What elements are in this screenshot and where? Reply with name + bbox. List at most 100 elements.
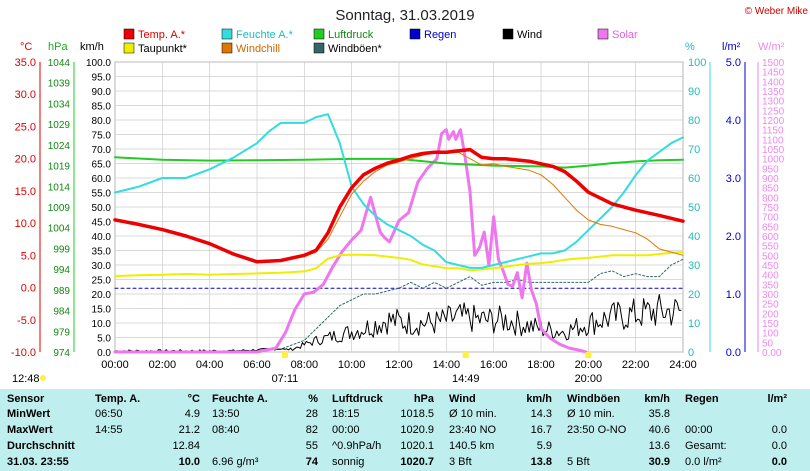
legend-swatch [313, 28, 325, 40]
marker-time: 14:49 [452, 373, 480, 385]
temp-tick: 0.0 [21, 283, 36, 295]
wind-tick: 80.0 [92, 116, 112, 127]
x-tick-label: 10:00 [338, 359, 366, 371]
legend-label: Windböen* [328, 43, 383, 55]
marker-sun-icon [462, 352, 469, 358]
solar-tick: 100 [762, 329, 779, 340]
legend-label: Luftdruck [328, 29, 374, 41]
x-tick-label: 02:00 [149, 359, 177, 371]
legend-swatch [313, 42, 325, 54]
press-tick: 1044 [48, 58, 71, 69]
marker-time: 07:11 [272, 373, 299, 385]
solar-tick: 450 [762, 261, 779, 272]
x-tick-label: 00:00 [101, 359, 129, 371]
solar-tick: 500 [762, 251, 779, 262]
table-cell: Ø 10 min. [567, 408, 615, 420]
temp-tick: 15.0 [15, 186, 36, 198]
col-header-wind: Wind [449, 393, 476, 405]
rain-tick: 4.0 [726, 115, 741, 127]
series-line [114, 251, 684, 277]
table-cell: 13.8 [530, 456, 552, 468]
table-cell: 30.9 [648, 456, 670, 468]
wind-tick: 15.0 [92, 305, 112, 316]
wind-tick: 0.0 [97, 348, 111, 359]
table-cell: 55 [305, 440, 318, 452]
solar-tick: 1050 [762, 145, 785, 156]
hum-tick: 100 [688, 57, 706, 69]
solar-tick: 1450 [762, 68, 785, 79]
solar-tick: 1350 [762, 87, 785, 98]
marker-time: 20:00 [575, 373, 603, 385]
table-cell: 0.0 [771, 440, 787, 452]
table-cell: 5 Bft [567, 456, 590, 468]
solar-tick: 550 [762, 242, 779, 253]
solar-tick: 1000 [762, 155, 785, 166]
solar-tick: 900 [762, 174, 779, 185]
press-tick: 1019 [48, 162, 71, 173]
legend-swatch [123, 28, 135, 40]
press-tick: 994 [53, 265, 70, 276]
rain-tick: 5.0 [726, 57, 741, 69]
solar-tick: 0.00 [762, 348, 782, 359]
temp-tick: -5.0 [17, 315, 36, 327]
table-cell: 23:50 O-NO [567, 424, 627, 436]
table-cell: 0.0 [771, 424, 787, 436]
legend-swatch [123, 42, 135, 54]
corner-sun-icon [40, 375, 46, 381]
legend-swatch [409, 28, 421, 40]
series-line [114, 258, 684, 353]
col-header-temp-unit: °C [187, 393, 200, 405]
press-tick: 1029 [48, 120, 71, 131]
table-cell: 3 Bft [449, 456, 472, 468]
table-cell: 14.3 [530, 408, 552, 420]
temp-unit: °C [20, 41, 32, 53]
table-cell: 1020.9 [400, 424, 434, 436]
wind-tick: 95.0 [92, 73, 112, 84]
col-header-temp: Temp. A. [95, 393, 141, 405]
solar-tick: 650 [762, 222, 779, 233]
x-tick-label: 08:00 [291, 359, 319, 371]
solar-tick: 250 [762, 300, 779, 311]
table-cell: 40.6 [648, 424, 670, 436]
solar-tick: 1200 [762, 116, 785, 127]
legend-label: Windchill [236, 43, 280, 55]
table-cell: 08:40 [212, 424, 240, 436]
x-tick-label: 22:00 [622, 359, 650, 371]
row-label: 31.03. 23:55 [7, 456, 69, 468]
table-cell: 18:15 [332, 408, 360, 420]
legend-swatch [221, 42, 233, 54]
wind-tick: 65.0 [92, 160, 112, 171]
table-cell: 10.0 [178, 456, 200, 468]
table-cell: 4.9 [184, 408, 200, 420]
table-cell: 82 [305, 424, 318, 436]
col-header-sensor: Sensor [7, 393, 45, 405]
series-line [114, 156, 684, 169]
col-header-hum-unit: % [308, 393, 318, 405]
hum-tick: 60 [688, 173, 700, 185]
legend-label: Temp. A.* [138, 29, 186, 41]
hum-tick: 20 [688, 289, 700, 301]
wind-tick: 60.0 [92, 174, 112, 185]
hum-unit: % [685, 41, 695, 53]
temp-tick: 20.0 [15, 154, 36, 166]
press-tick: 999 [53, 244, 70, 255]
temp-tick: 5.0 [21, 250, 36, 262]
table-cell: 12.84 [172, 440, 200, 452]
wind-tick: 90.0 [92, 87, 112, 98]
solar-tick: 950 [762, 164, 779, 175]
table-cell: 13.6 [648, 440, 670, 452]
temp-tick: 35.0 [15, 57, 36, 69]
x-tick-label: 20:00 [575, 359, 603, 371]
legend-label: Feuchte A.* [236, 29, 294, 41]
x-tick-label: 04:00 [196, 359, 224, 371]
col-header-gust: Windböen [567, 393, 621, 405]
temp-tick: 30.0 [15, 89, 36, 101]
wind-unit: km/h [80, 41, 104, 53]
table-cell: 21.2 [178, 424, 200, 436]
wind-tick: 50.0 [92, 203, 112, 214]
solar-tick: 150 [762, 319, 779, 330]
hum-tick: 70 [688, 144, 700, 156]
temp-tick: 25.0 [15, 121, 36, 133]
chart-title: Sonntag, 31.03.2019 [335, 7, 474, 24]
